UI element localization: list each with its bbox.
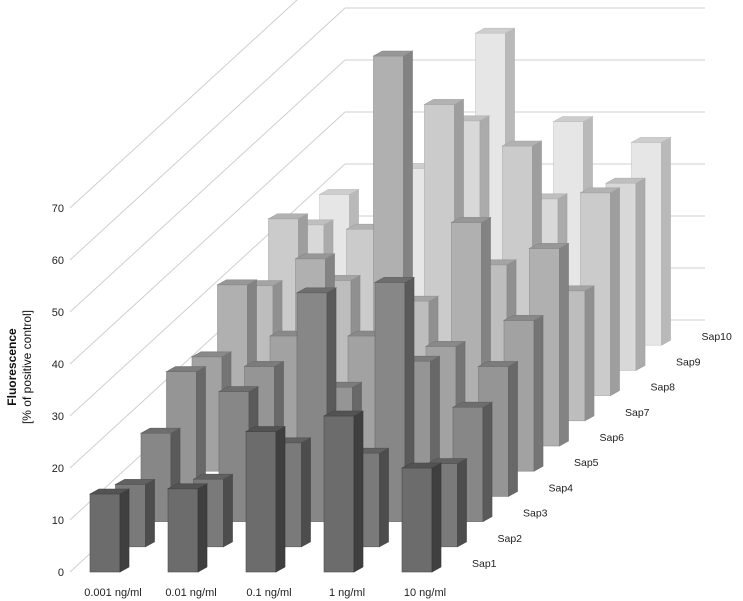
- category-label-3: 1 ng/ml: [329, 587, 365, 599]
- y-tick-labels: 0 10 20 30 40 50 60 70: [52, 203, 64, 579]
- bar-Sap1-1: [166, 483, 209, 573]
- series-label-Sap9: Sap9: [676, 356, 701, 368]
- series-label-Sap4: Sap4: [549, 482, 574, 494]
- bar-Sap1-0: [88, 488, 131, 573]
- y-tick-label-7: 70: [52, 203, 64, 215]
- category-label-0: 0.001 ng/ml: [84, 587, 141, 599]
- y-tick-label-6: 60: [52, 255, 64, 267]
- grid-diagonal-5: [69, 59, 346, 313]
- y-tick-label-2: 20: [52, 463, 64, 475]
- y-axis-title: Fluorescence: [5, 328, 19, 406]
- category-label-2: 0.1 ng/ml: [246, 587, 291, 599]
- grid-diagonal-3: [69, 163, 346, 417]
- category-label-4: 10 ng/ml: [404, 587, 446, 599]
- series-label-Sap1: Sap1: [472, 558, 497, 570]
- grid-diagonal-6: [69, 7, 346, 261]
- series-labels: Sap1 Sap2 Sap3 Sap4 Sap5 Sap6 Sap7 Sap8 Sap9 Sap1…: [472, 331, 732, 570]
- grid-diagonal-7: [69, 0, 298, 209]
- y-tick-label-3: 30: [52, 411, 64, 423]
- bar-Sap3-4: [451, 401, 494, 523]
- series-label-Sap8: Sap8: [651, 382, 676, 394]
- series-label-Sap10: Sap10: [702, 331, 733, 343]
- category-labels: 0.001 ng/ml 0.01 ng/ml 0.1 ng/ml 1 ng/ml 10 …: [84, 587, 446, 599]
- series-label-Sap5: Sap5: [574, 457, 599, 469]
- y-tick-label-1: 10: [52, 515, 64, 527]
- bar-Sap1-2: [244, 426, 287, 573]
- bar-Sap1-4: [400, 462, 443, 573]
- y-tick-label-5: 50: [52, 307, 64, 319]
- series-label-Sap3: Sap3: [523, 508, 548, 520]
- y-tick-label-0: 0: [58, 567, 64, 579]
- grid-diagonal-4: [69, 111, 346, 365]
- category-label-1: 0.01 ng/ml: [165, 587, 216, 599]
- series-label-Sap7: Sap7: [625, 407, 650, 419]
- bars: [88, 27, 672, 573]
- y-tick-label-4: 40: [52, 359, 64, 371]
- series-label-Sap6: Sap6: [600, 432, 625, 444]
- series-label-Sap2: Sap2: [498, 533, 523, 545]
- y-axis-subtitle: [% of positive control]: [20, 310, 34, 424]
- bar-Sap1-3: [322, 410, 365, 573]
- bar-Sap6-4: [528, 242, 570, 447]
